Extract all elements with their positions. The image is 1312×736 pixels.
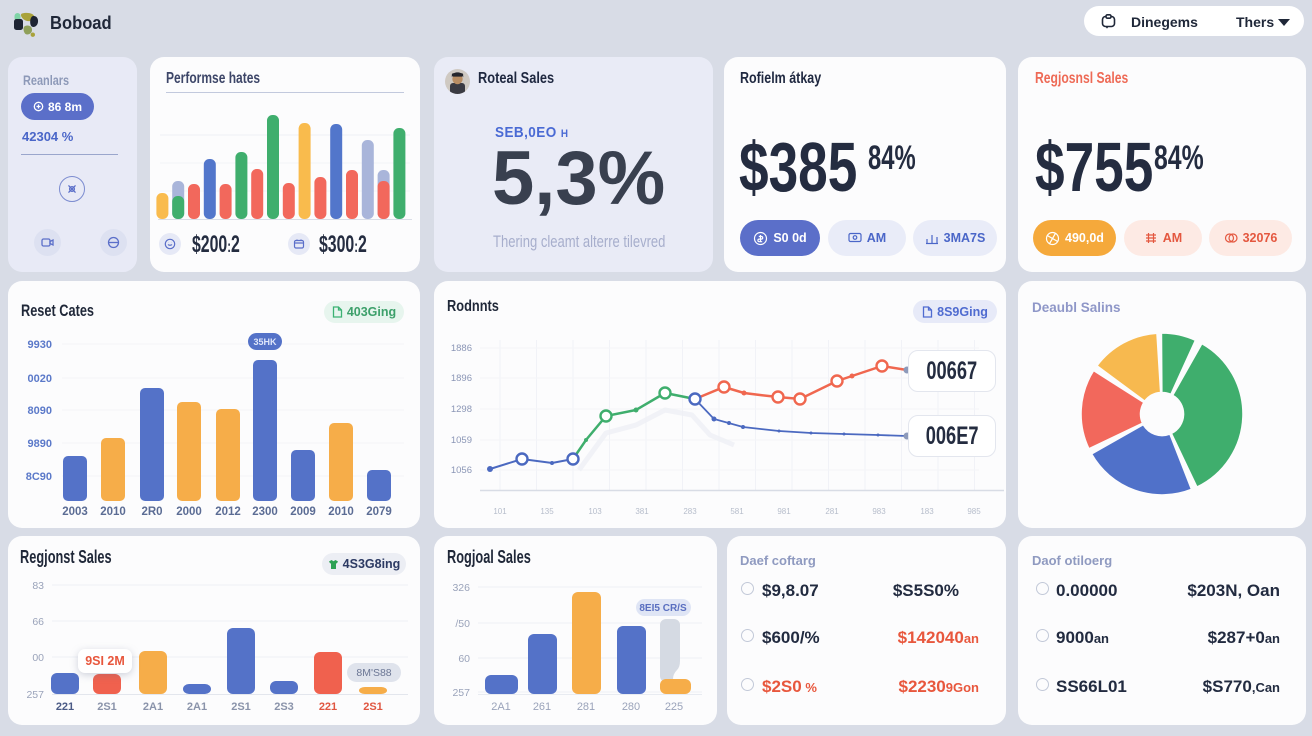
svg-text:221: 221 — [319, 701, 337, 713]
svg-text:2A1: 2A1 — [143, 701, 163, 713]
svg-text:00: 00 — [32, 652, 44, 664]
svg-text:83: 83 — [32, 580, 44, 592]
svg-text:257: 257 — [452, 687, 470, 699]
svg-text:283: 283 — [683, 507, 697, 516]
svg-text:281: 281 — [825, 507, 839, 516]
svg-text:985: 985 — [967, 507, 981, 516]
svg-text:981: 981 — [777, 507, 791, 516]
svg-text:1056: 1056 — [451, 465, 472, 476]
svg-text:2003: 2003 — [62, 506, 88, 518]
svg-text:103: 103 — [588, 507, 602, 516]
svg-text:326: 326 — [452, 582, 470, 594]
svg-text:8EI5 CR/S: 8EI5 CR/S — [639, 603, 687, 614]
svg-text:2010: 2010 — [328, 506, 354, 518]
svg-text:2012: 2012 — [215, 506, 241, 518]
svg-text:2R0: 2R0 — [141, 506, 162, 518]
svg-text:60: 60 — [458, 653, 470, 665]
svg-text:1059: 1059 — [451, 435, 472, 446]
svg-text:/50: /50 — [455, 618, 470, 630]
svg-text:135: 135 — [540, 507, 554, 516]
svg-text:2S1: 2S1 — [363, 701, 383, 713]
svg-text:2S3: 2S3 — [274, 701, 294, 713]
svg-text:1896: 1896 — [451, 373, 472, 384]
svg-text:2A1: 2A1 — [491, 701, 511, 713]
svg-text:8M'S88: 8M'S88 — [356, 667, 391, 679]
svg-text:9SI 2M: 9SI 2M — [85, 654, 125, 668]
svg-text:2300: 2300 — [252, 506, 278, 518]
svg-text:8C90: 8C90 — [26, 471, 52, 483]
svg-text:2010: 2010 — [100, 506, 126, 518]
svg-text:225: 225 — [665, 701, 683, 713]
svg-text:381: 381 — [635, 507, 649, 516]
svg-text:2S1: 2S1 — [97, 701, 117, 713]
svg-text:261: 261 — [533, 701, 551, 713]
svg-text:2000: 2000 — [176, 506, 202, 518]
svg-text:257: 257 — [26, 689, 44, 701]
svg-text:581: 581 — [730, 507, 744, 516]
svg-text:280: 280 — [622, 701, 640, 713]
svg-text:983: 983 — [872, 507, 886, 516]
svg-text:183: 183 — [920, 507, 934, 516]
svg-text:1298: 1298 — [451, 404, 472, 415]
svg-text:1886: 1886 — [451, 343, 472, 354]
svg-text:2S1: 2S1 — [231, 701, 251, 713]
svg-text:2079: 2079 — [366, 506, 392, 518]
svg-text:101: 101 — [493, 507, 507, 516]
svg-text:9890: 9890 — [28, 438, 52, 450]
svg-text:2009: 2009 — [290, 506, 316, 518]
svg-text:66: 66 — [32, 616, 44, 628]
svg-text:2A1: 2A1 — [187, 701, 207, 713]
svg-text:0020: 0020 — [28, 373, 52, 385]
svg-text:9930: 9930 — [28, 339, 52, 351]
svg-text:221: 221 — [56, 701, 74, 713]
svg-text:8090: 8090 — [28, 405, 52, 417]
svg-text:35HK: 35HK — [253, 337, 277, 347]
svg-text:281: 281 — [577, 701, 595, 713]
